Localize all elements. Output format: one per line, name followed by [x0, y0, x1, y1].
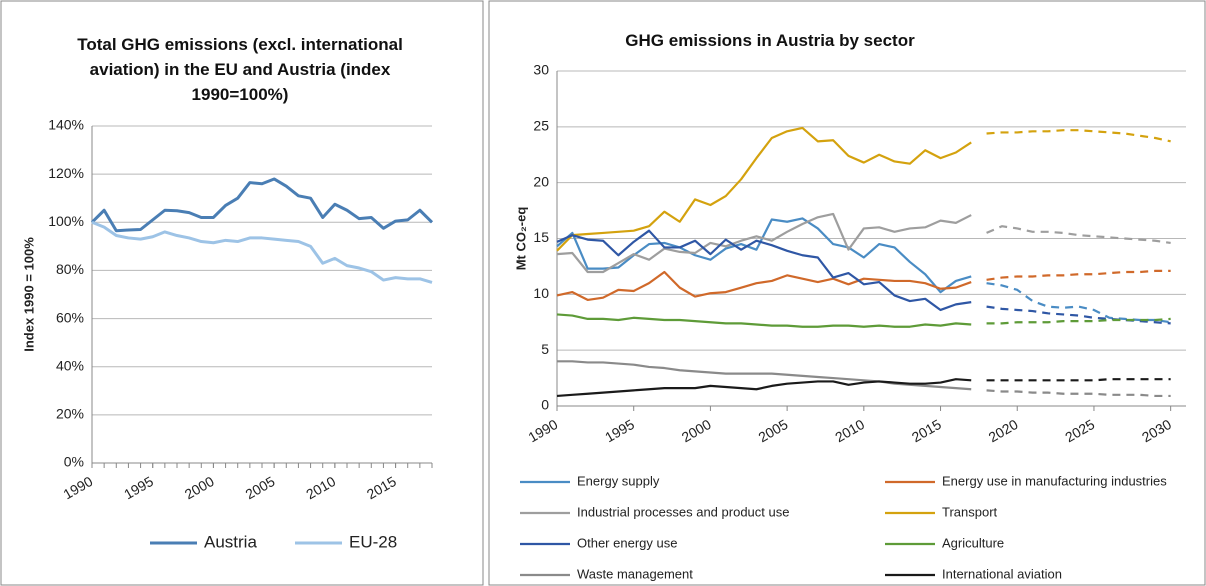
y-tick-label: 20%	[56, 406, 84, 422]
x-tick-label: 2015	[909, 416, 944, 446]
projection-line	[986, 282, 1171, 324]
panel-border	[488, 0, 1206, 586]
y-tick-label: 0%	[64, 454, 84, 470]
series-line	[556, 229, 972, 312]
y-tick-label: 10	[533, 285, 549, 301]
x-tick-label: 2005	[755, 416, 790, 446]
series-line	[90, 177, 434, 233]
x-tick-label: 2015	[364, 473, 399, 503]
projection-line	[986, 305, 1171, 325]
projection-line	[986, 389, 1171, 398]
y-axis-title: Mt CO₂-eq	[513, 207, 528, 271]
x-tick-label: 2000	[679, 416, 714, 446]
x-tick-label: 1995	[602, 416, 637, 446]
y-tick-label: 0	[541, 397, 549, 413]
series-line	[557, 360, 972, 391]
projection-line	[986, 378, 1171, 382]
projection-line	[986, 317, 1171, 325]
legend-label: Agriculture	[942, 535, 1004, 550]
series-line	[556, 217, 972, 294]
y-tick-label: 120%	[48, 165, 84, 181]
legend-label: Austria	[204, 532, 257, 551]
x-tick-label: 2030	[1139, 416, 1174, 446]
y-tick-label: 100%	[48, 213, 84, 229]
chart-title: GHG emissions in Austria by sector	[625, 31, 915, 50]
series-line	[556, 270, 972, 302]
x-tick-label: 2010	[303, 473, 338, 503]
series-line	[556, 378, 972, 398]
projection-line	[986, 225, 1171, 245]
y-tick-label: 15	[533, 229, 549, 245]
legend-label: Industrial processes and product use	[577, 504, 789, 519]
y-tick-label: 80%	[56, 261, 84, 277]
series-line	[91, 220, 433, 284]
y-tick-label: 60%	[56, 309, 84, 325]
x-tick-label: 2025	[1062, 416, 1097, 446]
series-line	[556, 126, 972, 252]
y-tick-label: 140%	[48, 117, 84, 133]
legend-label: Waste management	[577, 566, 693, 581]
projection-line	[986, 269, 1171, 281]
legend-label: EU-28	[349, 532, 397, 551]
series-line	[556, 313, 972, 328]
y-tick-label: 30	[533, 62, 549, 78]
x-tick-label: 2005	[243, 473, 278, 503]
projection-line	[986, 129, 1171, 143]
x-tick-label: 2010	[832, 416, 867, 446]
x-tick-label: 1990	[60, 473, 95, 503]
legend-label: International aviation	[942, 566, 1062, 581]
y-tick-label: 40%	[56, 357, 84, 373]
legend-label: Other energy use	[577, 535, 677, 550]
legend-label: Transport	[942, 504, 998, 519]
y-tick-label: 25	[533, 118, 549, 134]
legend-label: Energy use in manufacturing industries	[942, 473, 1167, 488]
chart-title: Total GHG emissions (excl. international…	[77, 35, 403, 104]
panel-border	[0, 0, 484, 586]
y-tick-label: 5	[541, 341, 549, 357]
x-tick-label: 1990	[525, 416, 560, 446]
x-tick-label: 2000	[182, 473, 217, 503]
series-line	[556, 212, 972, 274]
y-tick-label: 20	[533, 173, 549, 189]
x-tick-label: 2020	[986, 416, 1021, 446]
legend-label: Energy supply	[577, 473, 660, 488]
y-axis-title: Index 1990 = 100%	[21, 237, 36, 352]
x-tick-label: 1995	[121, 473, 156, 503]
